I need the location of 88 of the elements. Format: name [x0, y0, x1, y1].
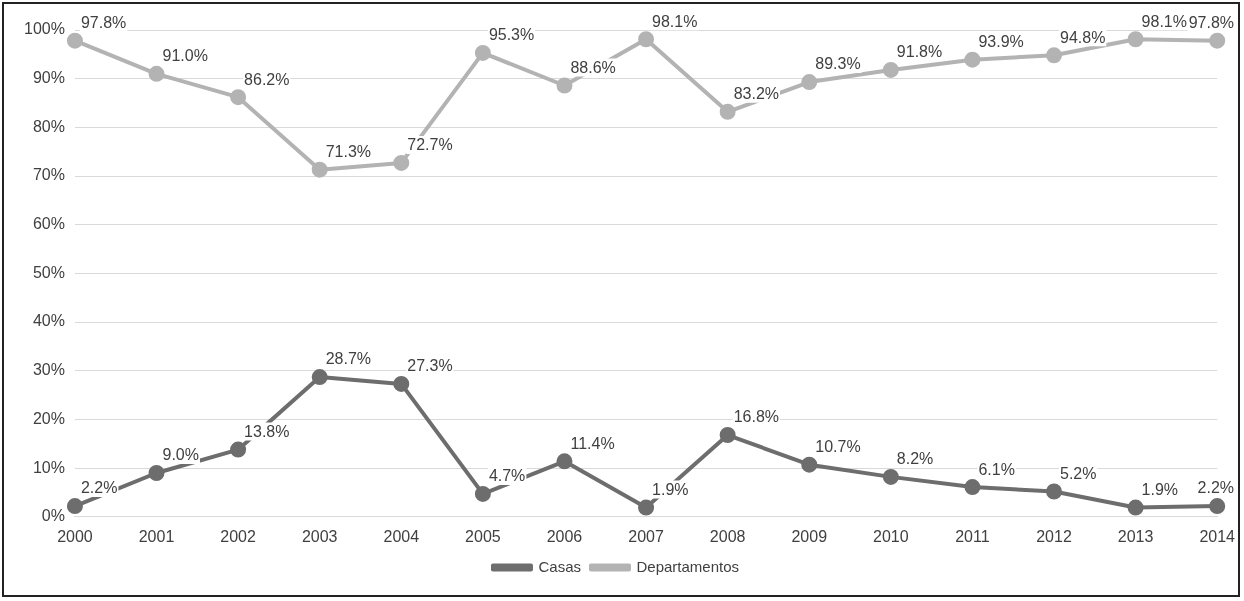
point	[719, 427, 736, 444]
x-tick-label: 2004	[383, 527, 420, 545]
x-tick-label: 2006	[546, 527, 583, 545]
data-label: 98.1%	[652, 12, 698, 30]
point	[230, 89, 247, 106]
data-label: 88.6%	[570, 58, 616, 76]
data-label: 10.7%	[815, 438, 861, 456]
point	[1046, 47, 1063, 64]
y-tick-label: 30%	[32, 361, 65, 379]
data-label: 97.8%	[1188, 14, 1235, 32]
data-label: 4.7%	[488, 467, 526, 485]
y-tick-label: 70%	[32, 166, 65, 184]
y-tick-label: 100%	[24, 20, 65, 38]
y-tick-label: 90%	[32, 69, 65, 87]
point	[1127, 31, 1144, 48]
point	[230, 441, 247, 458]
x-tick-label: 2007	[628, 527, 664, 545]
x-tick-label: 2001	[138, 527, 175, 545]
point	[638, 31, 655, 48]
point	[556, 453, 573, 470]
data-label: 83.2%	[733, 85, 780, 103]
point	[311, 161, 328, 178]
point	[964, 479, 981, 496]
data-label: 28.7%	[325, 350, 372, 368]
data-label: 93.9%	[978, 33, 1024, 51]
data-label: 11.4%	[570, 434, 615, 452]
point	[964, 51, 981, 68]
point	[393, 154, 410, 171]
data-label: 72.7%	[407, 136, 453, 154]
x-tick-label: 2012	[1036, 527, 1072, 545]
point	[148, 65, 165, 82]
x-tick-label: 2008	[709, 527, 746, 545]
point	[638, 499, 655, 516]
x-tick-label: 2014	[1199, 527, 1236, 545]
x-tick-label: 2009	[791, 527, 828, 545]
point	[393, 375, 410, 392]
point	[474, 44, 491, 61]
y-tick-label: 40%	[32, 312, 65, 330]
data-label: 8.2%	[896, 450, 934, 468]
point	[1127, 499, 1144, 516]
x-tick-label: 2002	[220, 527, 256, 545]
legend-label: Casas	[538, 557, 581, 575]
x-tick-label: 2003	[301, 527, 338, 545]
data-label: 89.3%	[815, 55, 861, 73]
data-label: 13.8%	[244, 423, 290, 441]
y-tick-label: 60%	[32, 215, 65, 233]
y-tick-label: 10%	[32, 458, 65, 476]
point	[66, 498, 83, 515]
point	[801, 456, 818, 473]
point	[66, 32, 83, 49]
data-label: 16.8%	[733, 408, 780, 426]
data-label: 86.2%	[244, 70, 290, 88]
y-tick-label: 20%	[32, 409, 65, 427]
point	[882, 61, 899, 78]
data-label: 97.8%	[80, 14, 127, 32]
x-tick-label: 2010	[873, 527, 909, 545]
data-label: 71.3%	[325, 143, 372, 161]
data-label: 94.8%	[1060, 28, 1106, 46]
point	[311, 369, 328, 386]
point	[474, 485, 491, 502]
data-label: 27.3%	[407, 357, 453, 375]
y-tick-label: 0%	[41, 507, 65, 525]
data-label: 2.2%	[1197, 479, 1234, 497]
x-tick-label: 2013	[1117, 527, 1154, 545]
point	[719, 103, 736, 120]
data-label: 2.2%	[80, 479, 118, 497]
x-tick-label: 2000	[57, 527, 93, 545]
data-label: 98.1%	[1141, 12, 1187, 30]
data-label: 6.1%	[978, 460, 1015, 478]
point	[1046, 483, 1063, 500]
point	[556, 77, 573, 94]
point	[801, 74, 818, 91]
data-label: 1.9%	[1141, 480, 1179, 498]
point	[882, 468, 899, 485]
x-tick-label: 2011	[955, 527, 990, 545]
point	[148, 464, 165, 481]
point	[1209, 32, 1226, 49]
data-label: 1.9%	[652, 480, 689, 498]
point	[1209, 498, 1226, 515]
data-label: 91.8%	[896, 43, 943, 61]
y-tick-label: 80%	[32, 117, 65, 135]
data-label: 91.0%	[162, 47, 208, 65]
y-tick-label: 50%	[32, 263, 65, 281]
data-label: 9.0%	[162, 446, 199, 464]
x-tick-label: 2005	[465, 527, 501, 545]
data-label: 95.3%	[488, 26, 535, 44]
data-label: 5.2%	[1060, 464, 1097, 482]
legend-label: Departamentos	[636, 557, 740, 575]
